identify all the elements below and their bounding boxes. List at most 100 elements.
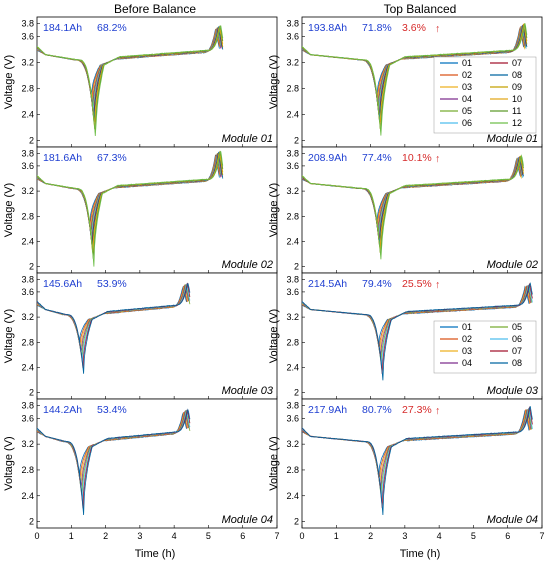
soc-label: 80.7% (362, 404, 392, 416)
ytick-label: 3.8 (21, 148, 34, 158)
ytick-label: 2 (294, 262, 299, 272)
improvement-label: 27.3% (402, 404, 432, 416)
legend-entry: 01 (462, 322, 472, 332)
capacity-label: 193.8Ah (308, 22, 347, 34)
capacity-label: 214.5Ah (308, 278, 347, 290)
xtick-label: 5 (471, 531, 476, 541)
legend-entry: 05 (512, 322, 522, 332)
cell-12-line (302, 23, 528, 136)
ytick-label: 2.4 (21, 491, 34, 501)
ylabel: Voltage (V) (3, 183, 15, 237)
legend-entry: 11 (512, 106, 521, 116)
ylabel: Voltage (V) (268, 55, 280, 109)
ytick-label: 3.6 (286, 161, 299, 171)
improvement-arrow-icon: ↑ (435, 405, 440, 417)
module-label: Module 03 (222, 385, 274, 397)
xtick-label: 0 (34, 531, 39, 541)
ytick-label: 3.8 (286, 148, 299, 158)
panel-before-module-04: 2 2.4 2.8 3.2 3.6 3.8 0 1 2 3 4 5 6 7 144.2Ah 53.4% Modu… (3, 398, 280, 541)
ytick-label: 3.2 (21, 186, 34, 196)
capacity-label: 208.9Ah (308, 152, 347, 164)
legend-entry: 12 (512, 118, 522, 128)
cell-curves (302, 154, 524, 260)
plot-frame (36, 398, 278, 529)
ylabel: Voltage (V) (268, 309, 280, 363)
legend: 01 02 03 04 05 06 07 08 09 10 11 12 (433, 56, 537, 134)
ytick-label: 2.8 (21, 337, 34, 347)
cell-curves (302, 23, 528, 136)
ytick-label: 2.8 (21, 84, 34, 94)
legend-entry: 04 (462, 94, 472, 104)
panel-balanced-module-03: 2 2.4 2.8 3.2 3.6 3.8 214.5Ah 79.4% 25.5% ↑ Module… (268, 272, 543, 400)
ytick-label: 2.4 (21, 363, 34, 373)
capacity-label: 184.1Ah (43, 22, 82, 34)
ytick-label: 3.2 (286, 312, 299, 322)
ytick-label: 2.4 (21, 110, 34, 120)
ytick-label: 2 (29, 136, 34, 146)
module-label: Module 01 (487, 133, 538, 145)
ytick-label: 2.4 (286, 363, 299, 373)
xtick-label: 7 (274, 531, 279, 541)
module-label: Module 04 (487, 514, 538, 526)
cell-08-line (37, 283, 191, 374)
panel-before-module-03: 2 2.4 2.8 3.2 3.6 3.8 145.6Ah 53.9% Module 03 Vol… (3, 272, 278, 400)
cell-12-line (37, 151, 224, 267)
cell-curves (302, 282, 533, 381)
ytick-label: 3.2 (21, 58, 34, 68)
improvement-arrow-icon: ↑ (435, 279, 440, 291)
ytick-label: 2.8 (21, 465, 34, 475)
ytick-label: 3.6 (286, 287, 299, 297)
legend-entry: 08 (512, 70, 522, 80)
cell-curves (37, 25, 224, 137)
xtick-label: 1 (334, 531, 339, 541)
improvement-arrow-icon: ↑ (435, 153, 440, 165)
ytick-label: 3.2 (286, 186, 299, 196)
legend-entry: 02 (462, 70, 472, 80)
soc-label: 53.4% (97, 404, 127, 416)
ytick-label: 3.8 (286, 19, 299, 29)
legend: 01 02 03 04 05 06 07 08 (433, 320, 537, 374)
ytick-label: 3.2 (286, 58, 299, 68)
plot-frame (36, 16, 278, 148)
xlabel-right: Time (h) (400, 548, 441, 560)
legend-entry: 07 (512, 58, 522, 68)
xtick-label: 3 (137, 531, 142, 541)
ytick-label: 2.4 (21, 237, 34, 247)
xtick-label: 6 (505, 531, 510, 541)
legend-entry: 05 (462, 106, 472, 116)
xtick-label: 3 (402, 531, 407, 541)
ylabel: Voltage (V) (3, 436, 15, 490)
ytick-label: 3.6 (21, 32, 34, 42)
ytick-label: 2 (294, 517, 299, 527)
ytick-label: 3.6 (21, 161, 34, 171)
cell-curves (37, 282, 191, 374)
cell-curves (37, 408, 191, 516)
legend-entry: 08 (512, 358, 522, 368)
xtick-label: 2 (103, 531, 108, 541)
soc-label: 77.4% (362, 152, 392, 164)
ytick-label: 3.8 (21, 19, 34, 29)
legend-entry: 03 (462, 82, 472, 92)
capacity-label: 145.6Ah (43, 278, 82, 290)
legend-entry: 01 (462, 58, 472, 68)
ytick-label: 3.6 (21, 413, 34, 423)
module-label: Module 02 (222, 259, 273, 271)
plot-frame (301, 398, 543, 529)
xtick-label: 4 (172, 531, 177, 541)
ytick-label: 2 (29, 517, 34, 527)
legend-entry: 06 (462, 118, 472, 128)
cell-08-line (302, 282, 533, 381)
improvement-label: 25.5% (402, 278, 432, 290)
xtick-label: 2 (368, 531, 373, 541)
ylabel: Voltage (V) (3, 309, 15, 363)
xtick-label: 1 (69, 531, 74, 541)
xtick-label: 5 (206, 531, 211, 541)
cell-curves (37, 150, 224, 267)
ytick-label: 2.4 (286, 237, 299, 247)
col-title-before: Before Balance (114, 2, 196, 16)
ytick-label: 2 (29, 262, 34, 272)
ytick-label: 3.6 (286, 413, 299, 423)
ytick-label: 2 (29, 388, 34, 398)
ytick-label: 2.8 (286, 84, 299, 94)
